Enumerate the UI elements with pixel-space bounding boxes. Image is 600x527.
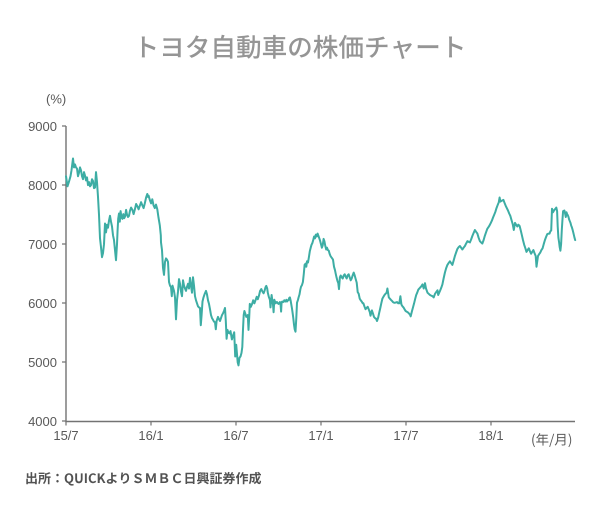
svg-text:17/1: 17/1	[308, 428, 333, 443]
svg-text:6000: 6000	[28, 296, 57, 311]
svg-text:8000: 8000	[28, 178, 57, 193]
svg-text:9000: 9000	[28, 119, 57, 134]
svg-text:16/1: 16/1	[138, 428, 163, 443]
svg-text:5000: 5000	[28, 355, 57, 370]
svg-text:17/7: 17/7	[393, 428, 418, 443]
svg-text:16/7: 16/7	[223, 428, 248, 443]
svg-text:(%): (%)	[46, 92, 66, 107]
svg-text:7000: 7000	[28, 237, 57, 252]
svg-text:4000: 4000	[28, 414, 57, 429]
svg-text:18/1: 18/1	[478, 428, 503, 443]
svg-text:15/7: 15/7	[53, 428, 78, 443]
